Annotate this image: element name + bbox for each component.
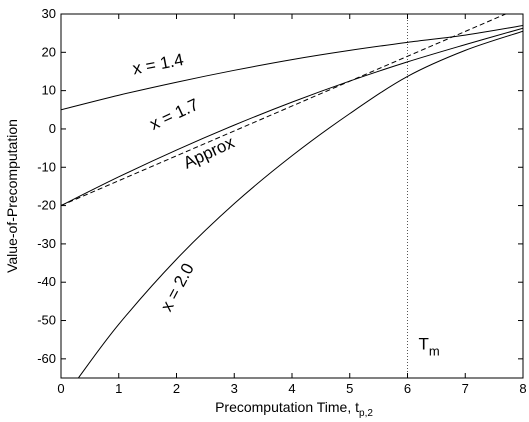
y-tick-label: -20 (37, 198, 56, 213)
x-tick-label: 6 (404, 381, 411, 396)
plot-area (61, 14, 523, 378)
y-tick-label: 0 (49, 121, 56, 136)
annotation-x-2-0: x = 2.0 (157, 260, 198, 314)
x-tick-label: 3 (231, 381, 238, 396)
series-line-x-1-7 (61, 27, 523, 207)
tm-label-main: T (419, 334, 429, 353)
x-axis-title-subscript: p,2 (359, 408, 373, 419)
series-line-x-1-4 (61, 24, 523, 111)
tm-label: Tm (419, 334, 440, 358)
labels: Value-of-Precomputation Precomputation T… (4, 50, 440, 419)
x-tick-label: 5 (346, 381, 353, 396)
x-tick-label: 0 (57, 381, 64, 396)
x-tick-label: 2 (173, 381, 180, 396)
y-tick-label: 10 (42, 83, 56, 98)
annotation-x-1-7: x = 1.7 (147, 95, 202, 134)
x-tick-label: 8 (519, 381, 526, 396)
annotation-approx: Approx (180, 132, 237, 172)
x-axis-title: Precomputation Time, tp,2 (215, 399, 373, 419)
y-tick-label: -10 (37, 159, 56, 174)
annotation-x-1-4: x = 1.4 (131, 50, 185, 78)
y-tick-label: -60 (37, 351, 56, 366)
y-tick-label: 20 (42, 44, 56, 59)
series-group (61, 14, 523, 378)
x-tick-label: 4 (288, 381, 295, 396)
series-line-approx (61, 14, 506, 207)
y-axis-title: Value-of-Precomputation (4, 119, 20, 273)
series-line-x-2-0 (77, 30, 523, 378)
y-tick-label: 30 (42, 6, 56, 21)
axes-frame (60, 13, 524, 379)
y-tick-label: -40 (37, 274, 56, 289)
y-tick-label: -50 (37, 313, 56, 328)
x-tick-label: 7 (462, 381, 469, 396)
x-tick-label: 1 (115, 381, 122, 396)
axes: 0 1 2 3 4 5 6 7 8 -60 -50 -40 -30 -20 -10 0 10 20 30 (37, 6, 526, 396)
x-axis-title-main: Precomputation Time, t (215, 399, 359, 415)
y-tick-label: -30 (37, 236, 56, 251)
tm-label-subscript: m (429, 343, 440, 358)
